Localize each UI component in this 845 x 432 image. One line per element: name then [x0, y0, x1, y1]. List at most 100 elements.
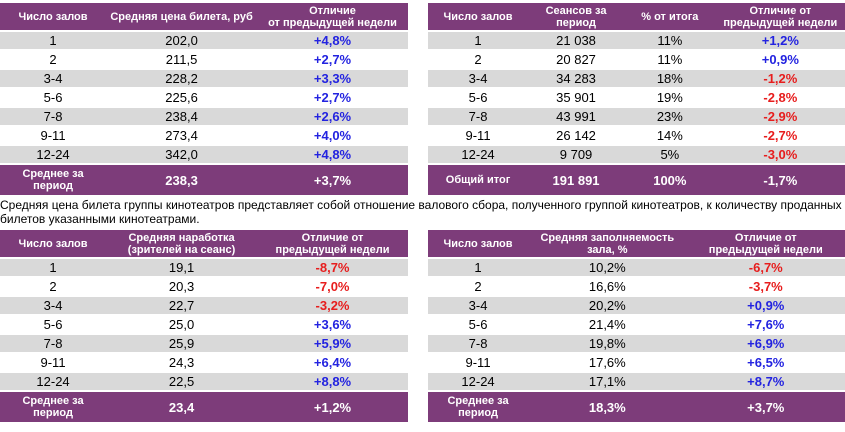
total-diff-cell: +1,2% [257, 390, 408, 422]
table-row: 7-8 19,8% +6,9% [428, 333, 845, 353]
table-row: 9-11 24,3 +6,4% [0, 352, 408, 372]
table-cell: 1 [0, 257, 107, 277]
table-cell: 11% [623, 49, 716, 69]
total-diff-cell: +3,7% [686, 390, 845, 422]
total-label-cell: Среднее за период [428, 390, 529, 422]
diff-cell: +0,9% [715, 49, 845, 69]
table-cell: 9 709 [528, 144, 624, 164]
total-diff-cell: +3,7% [257, 163, 408, 195]
column-header: Число залов [428, 230, 529, 258]
table-avg-occupancy: Число залов Средняя заполняемость зала, %… [428, 230, 845, 422]
table-row: 5-6 35 901 19% -2,8% [428, 87, 845, 107]
table-row: 3-4 22,7 -3,2% [0, 295, 408, 315]
table-row: 1 202,0 +4,8% [0, 30, 408, 50]
table-cell: 19% [623, 87, 716, 107]
column-header: Отличие от предыдущей недели [257, 230, 408, 258]
table-row: 7-8 238,4 +2,6% [0, 106, 408, 126]
table-row: 9-11 273,4 +4,0% [0, 125, 408, 145]
table-row: 12-24 342,0 +4,8% [0, 144, 408, 164]
table-cell: 3-4 [0, 295, 107, 315]
table-cell: 5-6 [0, 314, 107, 334]
table-header-row: Число залов Средняя наработка (зрителей н… [0, 230, 408, 258]
table-cell: 14% [623, 125, 716, 145]
table-row: 9-11 17,6% +6,5% [428, 352, 845, 372]
diff-cell: +2,7% [257, 49, 408, 69]
methodology-note: Средняя цена билета группы кинотеатров п… [0, 198, 842, 226]
table-cell: 12-24 [428, 371, 529, 391]
table-row: 3-4 34 283 18% -1,2% [428, 68, 845, 88]
table-cell: 22,7 [106, 295, 258, 315]
column-header: % от итога [623, 3, 716, 31]
table-cell: 273,4 [106, 125, 258, 145]
column-header: Сеансов за период [528, 3, 624, 31]
table-sessions-per-period: Число залов Сеансов за период% от итога От… [428, 3, 845, 195]
table-row: 7-8 43 991 23% -2,9% [428, 106, 845, 126]
table-cell: 3-4 [428, 295, 529, 315]
diff-cell: -8,7% [257, 257, 408, 277]
table-cell: 228,2 [106, 68, 258, 88]
diff-cell: -6,7% [686, 257, 845, 277]
table-cell: 238,4 [106, 106, 258, 126]
table-avg-admissions-per-session: Число залов Средняя наработка (зрителей н… [0, 230, 408, 422]
table-row: 1 19,1 -8,7% [0, 257, 408, 277]
table-cell: 26 142 [528, 125, 624, 145]
table-cell: 25,0 [106, 314, 258, 334]
total-label-cell: Среднее за период [0, 390, 107, 422]
table-row: 5-6 225,6 +2,7% [0, 87, 408, 107]
table-cell: 12-24 [0, 144, 107, 164]
table-cell: 12-24 [0, 371, 107, 391]
diff-cell: +2,6% [257, 106, 408, 126]
table-row: 7-8 25,9 +5,9% [0, 333, 408, 353]
total-value-cell: 191 891 [528, 163, 624, 195]
table-cell: 9-11 [428, 125, 529, 145]
table-cell: 225,6 [106, 87, 258, 107]
table-cell: 23% [623, 106, 716, 126]
diff-cell: -2,9% [715, 106, 845, 126]
table-total-row: Среднее за период 18,3% +3,7% [428, 390, 845, 422]
total-label-cell: Среднее за период [0, 163, 107, 195]
table-cell: 21 038 [528, 30, 624, 50]
table-cell: 2 [0, 49, 107, 69]
table-cell: 1 [428, 30, 529, 50]
table-cell: 22,5 [106, 371, 258, 391]
table-cell: 7-8 [0, 106, 107, 126]
column-header: Отличие от предыдущей недели [257, 3, 408, 31]
table-cell: 2 [428, 49, 529, 69]
table-row: 2 16,6% -3,7% [428, 276, 845, 296]
table-total-row: Среднее за период 23,4 +1,2% [0, 390, 408, 422]
total-label-cell: Общий итог [428, 163, 529, 195]
table-cell: 5-6 [0, 87, 107, 107]
diff-cell: +2,7% [257, 87, 408, 107]
table-row: 2 211,5 +2,7% [0, 49, 408, 69]
diff-cell: +3,3% [257, 68, 408, 88]
diff-cell: +0,9% [686, 295, 845, 315]
table-cell: 9-11 [0, 352, 107, 372]
table-cell: 9-11 [428, 352, 529, 372]
diff-cell: +7,6% [686, 314, 845, 334]
table-cell: 24,3 [106, 352, 258, 372]
total-value-cell: 18,3% [528, 390, 687, 422]
column-header: Средняя цена билета, руб [106, 3, 258, 31]
table-cell: 9-11 [0, 125, 107, 145]
table-row: 12-24 22,5 +8,8% [0, 371, 408, 391]
diff-cell: +4,8% [257, 144, 408, 164]
diff-cell: -3,0% [715, 144, 845, 164]
diff-cell: -3,2% [257, 295, 408, 315]
diff-cell: -2,8% [715, 87, 845, 107]
table-total-row: Среднее за период 238,3 +3,7% [0, 163, 408, 195]
table-cell: 211,5 [106, 49, 258, 69]
table-cell: 19,8% [528, 333, 687, 353]
diff-cell: +6,5% [686, 352, 845, 372]
table-cell: 1 [0, 30, 107, 50]
diff-cell: +8,7% [686, 371, 845, 391]
column-header: Число залов [428, 3, 529, 31]
column-header: Средняя наработка (зрителей на сеанс) [106, 230, 258, 258]
table-cell: 12-24 [428, 144, 529, 164]
total-value-cell: 100% [623, 163, 716, 195]
table-row: 12-24 17,1% +8,7% [428, 371, 845, 391]
table-cell: 17,6% [528, 352, 687, 372]
table-cell: 3-4 [0, 68, 107, 88]
table-cell: 1 [428, 257, 529, 277]
diff-cell: +4,0% [257, 125, 408, 145]
table-cell: 7-8 [0, 333, 107, 353]
